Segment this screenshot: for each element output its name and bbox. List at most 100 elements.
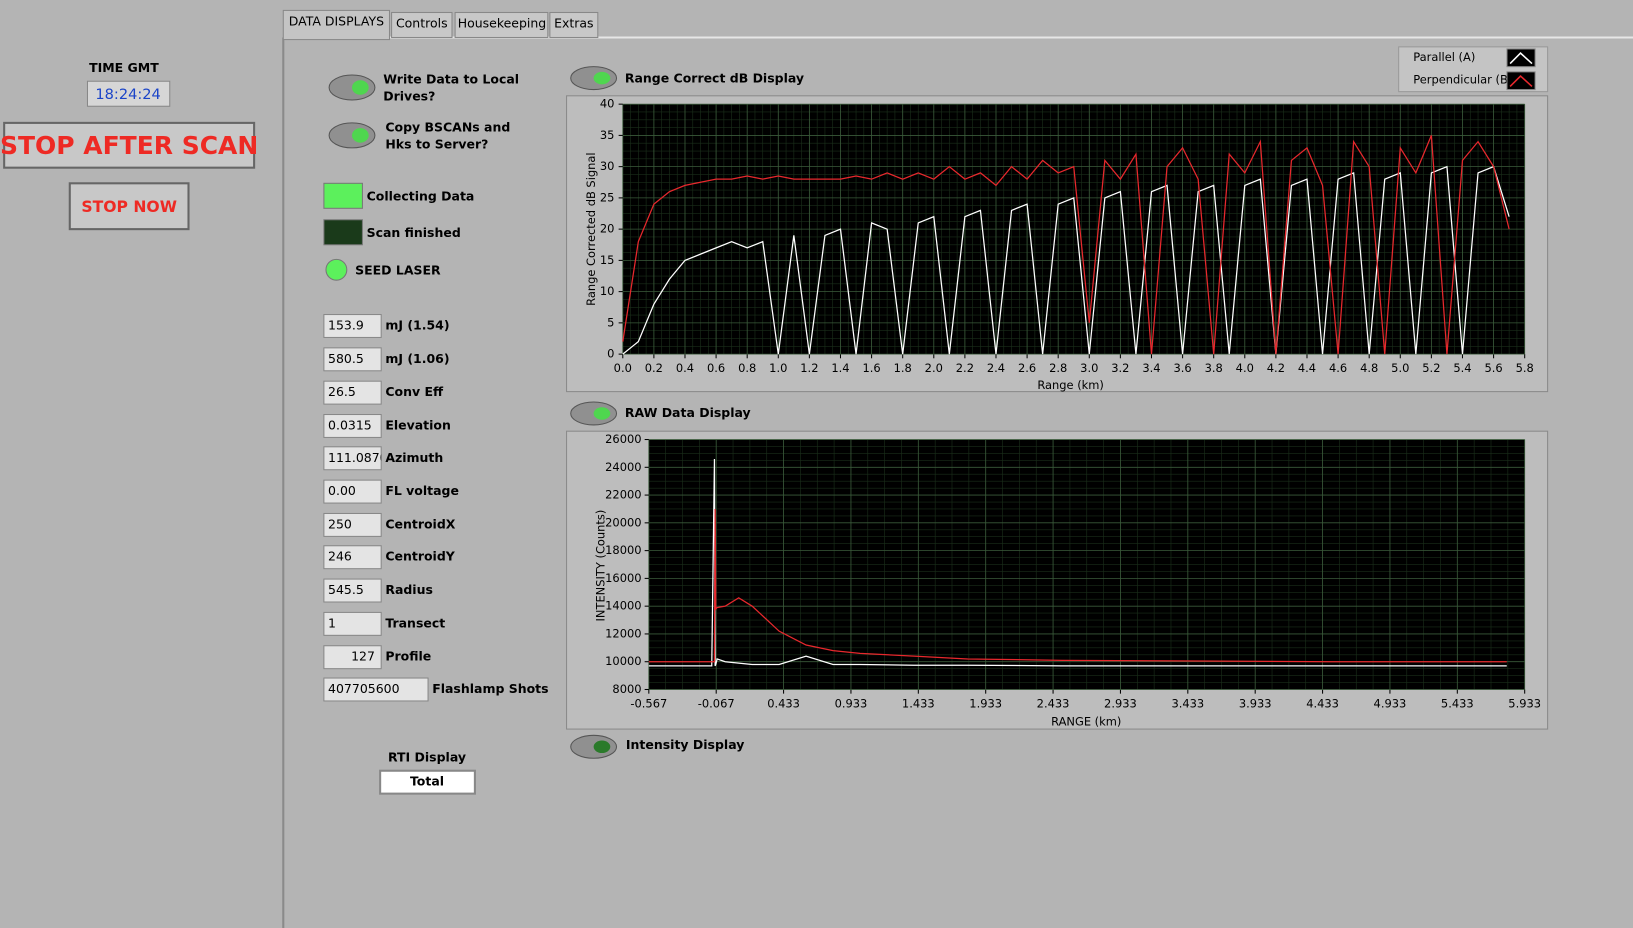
tab[interactable] xyxy=(549,11,599,39)
x-tick-label: 3.2 xyxy=(1111,361,1129,375)
x-tick-label: -0.067 xyxy=(698,697,735,711)
toggle-label: Hks to Server? xyxy=(385,136,488,151)
toggle-light[interactable] xyxy=(593,740,611,754)
tab-label[interactable]: Housekeeping xyxy=(458,15,546,30)
led xyxy=(325,258,348,281)
led xyxy=(323,219,363,246)
rti-label: RTI Display xyxy=(388,750,466,765)
x-tick-label: 5.8 xyxy=(1516,361,1534,375)
legend-swatch-line xyxy=(1509,52,1533,65)
indicator-box xyxy=(323,380,382,405)
x-tick-label: 0.0 xyxy=(614,361,632,375)
series-line xyxy=(622,165,1510,355)
x-tick-label: 1.433 xyxy=(902,697,935,711)
x-tick-label: 2.4 xyxy=(987,361,1005,375)
x-tick-label: 4.433 xyxy=(1306,697,1339,711)
tab-label[interactable]: Extras xyxy=(554,15,593,30)
button-label[interactable]: STOP NOW xyxy=(81,198,177,216)
x-tick-label: 4.4 xyxy=(1298,361,1316,375)
x-tick-label: 5.433 xyxy=(1441,697,1474,711)
x-tick-label: -0.567 xyxy=(630,697,667,711)
x-tick-label: 5.2 xyxy=(1422,361,1440,375)
indicator-box xyxy=(323,347,382,372)
legend-swatches xyxy=(1506,48,1536,91)
led-label: Collecting Data xyxy=(367,188,475,203)
indicator-value: 127 xyxy=(351,649,375,664)
x-tick-label: 1.4 xyxy=(831,361,849,375)
y-tick-label: 18000 xyxy=(605,543,641,557)
toggle-label: Write Data to Local xyxy=(383,72,519,87)
toggle-light[interactable] xyxy=(352,128,369,143)
y-tick-label: 20000 xyxy=(605,515,641,529)
y-tick-label: 40 xyxy=(600,97,615,111)
y-tick-label: 12000 xyxy=(605,626,641,640)
x-tick-label: 1.2 xyxy=(800,361,818,375)
x-tick-label: 5.933 xyxy=(1508,697,1541,711)
x-axis-label: Range (km) xyxy=(1037,378,1104,392)
y-axis-label: Range Corrected dB Signal xyxy=(584,152,598,305)
y-tick-label: 5 xyxy=(607,315,614,329)
rti-box[interactable] xyxy=(379,769,476,795)
indicator-label: CentroidY xyxy=(385,549,455,564)
indicator-label: Radius xyxy=(385,582,433,597)
x-tick-label: 2.0 xyxy=(925,361,943,375)
indicator-value: 246 xyxy=(328,549,352,564)
x-tick-label: 4.2 xyxy=(1267,361,1285,375)
x-axis-label: RANGE (km) xyxy=(1051,714,1121,728)
legend-label: Parallel (A) xyxy=(1413,50,1475,64)
tab-active[interactable] xyxy=(282,9,391,41)
tab[interactable] xyxy=(454,11,549,39)
x-tick-label: 0.433 xyxy=(767,697,800,711)
indicator-value: 26.5 xyxy=(328,384,356,399)
indicator-value: 0.00 xyxy=(328,483,356,498)
legend-label: Perpendicular (B) xyxy=(1413,73,1512,87)
legend-swatch xyxy=(1506,71,1536,91)
stop-now-button[interactable] xyxy=(68,182,190,231)
series-line xyxy=(648,508,1507,663)
time-value: 18:24:24 xyxy=(95,86,160,103)
indicator-box xyxy=(323,645,382,670)
x-tick-label: 3.433 xyxy=(1171,697,1204,711)
x-tick-label: 0.4 xyxy=(676,361,694,375)
x-tick-label: 5.4 xyxy=(1453,361,1471,375)
x-tick-label: 4.0 xyxy=(1236,361,1254,375)
indicator-box xyxy=(323,414,382,438)
y-tick-label: 22000 xyxy=(605,488,641,502)
y-tick-label: 26000 xyxy=(605,432,641,446)
indicator-box xyxy=(323,479,382,504)
toggle-light[interactable] xyxy=(593,407,611,420)
y-tick-label: 15 xyxy=(600,253,615,267)
led-label: SEED LASER xyxy=(355,262,441,277)
x-tick-label: 4.6 xyxy=(1329,361,1347,375)
indicator-value: 1 xyxy=(328,615,336,630)
indicator-label: Flashlamp Shots xyxy=(432,681,548,696)
stop-after-scan-button[interactable] xyxy=(3,121,256,169)
indicator-label: Transect xyxy=(385,615,445,630)
y-tick-label: 24000 xyxy=(605,460,641,474)
time-box xyxy=(86,80,171,107)
indicator-value: 545.5 xyxy=(328,582,364,597)
x-tick-label: 1.933 xyxy=(969,697,1002,711)
y-tick-label: 16000 xyxy=(605,571,641,585)
tab-label[interactable]: Controls xyxy=(396,15,448,30)
button-label[interactable]: STOP AFTER SCAN xyxy=(0,131,258,160)
toggle-label: Intensity Display xyxy=(626,737,744,752)
x-tick-label: 3.4 xyxy=(1142,361,1160,375)
indicator-box xyxy=(323,512,382,537)
legend-swatch xyxy=(1506,48,1536,68)
y-tick-label: 10 xyxy=(600,284,615,298)
x-tick-label: 3.0 xyxy=(1080,361,1098,375)
y-tick-label: 14000 xyxy=(605,599,641,613)
led xyxy=(323,182,363,209)
rti-value[interactable]: Total xyxy=(410,774,444,789)
indicator-box xyxy=(323,314,382,338)
indicator-label: Profile xyxy=(385,649,431,664)
tab[interactable] xyxy=(391,11,453,39)
y-tick-label: 30 xyxy=(600,159,615,173)
toggle-light[interactable] xyxy=(593,71,611,85)
tab-label[interactable]: DATA DISPLAYS xyxy=(289,13,384,28)
y-tick-label: 20 xyxy=(600,222,615,236)
toggle-light[interactable] xyxy=(352,80,369,95)
indicator-value: 0.0315 xyxy=(328,417,372,432)
